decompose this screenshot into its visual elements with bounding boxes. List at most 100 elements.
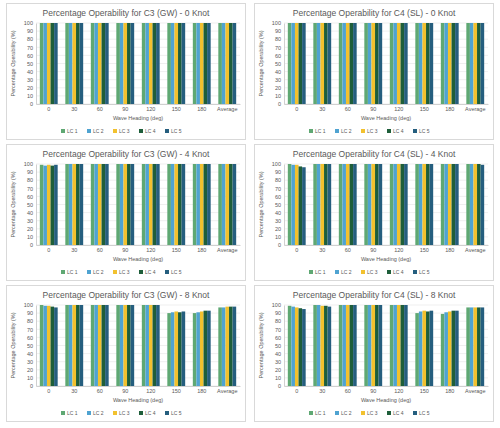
bars (40, 164, 236, 245)
bar (452, 23, 456, 104)
y-axis-title: Percentage Operability (%) (258, 30, 264, 96)
y-axis: 0102030405060708090100 (24, 161, 37, 248)
bar (339, 23, 343, 104)
chart-panel: Percentage Operability for C3 (GW) - 0 K… (7, 4, 246, 140)
bar (364, 23, 368, 104)
bar (368, 164, 372, 245)
bar (116, 164, 120, 245)
tick: 180 (197, 245, 206, 253)
grid (36, 305, 240, 386)
bar (204, 23, 208, 104)
bars (288, 305, 484, 386)
bar (51, 307, 55, 386)
bar-series (54, 23, 236, 104)
bar (291, 307, 295, 386)
bar (225, 23, 229, 104)
chart-panel: Percentage Operability for C4 (SL) - 8 K… (255, 286, 494, 422)
bar (481, 307, 485, 386)
tick: Average (465, 386, 485, 394)
legend-swatch (361, 129, 365, 133)
grid (36, 23, 240, 104)
tick: 20 (27, 226, 36, 232)
legend-item: LC 5 (413, 410, 430, 416)
bar (91, 164, 95, 245)
x-axis: 0306090120150180Average (285, 104, 489, 112)
tick: 120 (146, 104, 155, 112)
bar (346, 164, 350, 245)
legend-item: LC 4 (139, 410, 156, 416)
bar (342, 23, 346, 104)
bar (441, 23, 445, 104)
tick: 20 (275, 85, 284, 91)
tick-label: 150 (420, 247, 429, 253)
legend-swatch (113, 129, 117, 133)
legend-label: LC 1 (315, 410, 326, 416)
tick: 30 (275, 77, 284, 83)
bar (397, 164, 401, 245)
tick-label: 70 (27, 45, 33, 51)
bar (390, 23, 394, 104)
bar (379, 305, 383, 386)
tick: 50 (27, 343, 36, 349)
tick: 40 (275, 69, 284, 75)
bar (342, 164, 346, 245)
axis-line (37, 104, 241, 105)
bar (295, 307, 299, 386)
bar (288, 306, 292, 386)
bar (200, 23, 204, 104)
tick: 100 (24, 161, 36, 167)
bar (167, 164, 171, 245)
y-axis: 0102030405060708090100 (272, 20, 285, 107)
bar (393, 23, 397, 104)
legend-swatch (335, 270, 339, 274)
tick-label: 60 (345, 388, 351, 394)
bar (353, 164, 357, 245)
bar (204, 164, 208, 245)
legend-label: LC 5 (419, 410, 430, 416)
legend-label: LC 4 (145, 410, 156, 416)
tick-label: 20 (275, 85, 281, 91)
bar (342, 305, 346, 386)
tick: 180 (445, 245, 454, 253)
bar (142, 164, 146, 245)
tick: 30 (275, 218, 284, 224)
bar (368, 23, 372, 104)
tick: 100 (24, 20, 36, 26)
bar (182, 23, 186, 104)
tick-label: 100 (24, 302, 33, 308)
tick: 30 (27, 359, 36, 365)
legend-item: LC 2 (87, 269, 104, 275)
tick: 70 (27, 327, 36, 333)
tick-label: 180 (445, 247, 454, 253)
tick: 50 (27, 61, 36, 67)
tick: 90 (275, 28, 284, 34)
tick-label: 40 (27, 210, 33, 216)
bar (153, 164, 157, 245)
tick: 60 (97, 386, 103, 394)
tick: 120 (394, 104, 403, 112)
bar (116, 305, 120, 386)
tick: 0 (47, 386, 50, 394)
bar (193, 164, 197, 245)
tick-label: 50 (275, 61, 281, 67)
chart-title: Percentage Operability for C4 (SL) - 4 K… (293, 149, 456, 159)
bar (167, 23, 171, 104)
bar (448, 311, 452, 386)
legend-swatch (113, 270, 117, 274)
bar (182, 164, 186, 245)
legend-item: LC 4 (139, 269, 156, 275)
tick-label: 30 (71, 247, 77, 253)
tick-label: 120 (146, 106, 155, 112)
bar (415, 23, 419, 104)
legend-swatch (309, 270, 313, 274)
bar (466, 164, 470, 245)
bar (145, 305, 149, 386)
tick: 150 (420, 104, 429, 112)
bar (397, 23, 401, 104)
legend-label: LC 5 (171, 128, 182, 134)
legend-item: LC 3 (361, 410, 378, 416)
bar (397, 305, 401, 386)
bar (149, 23, 153, 104)
grid (284, 164, 488, 245)
bar (441, 164, 445, 245)
